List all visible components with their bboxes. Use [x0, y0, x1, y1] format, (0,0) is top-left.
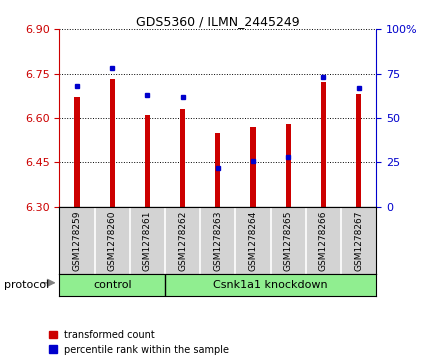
- Text: protocol: protocol: [4, 280, 50, 290]
- Text: GSM1278264: GSM1278264: [249, 210, 257, 271]
- Text: GSM1278266: GSM1278266: [319, 210, 328, 271]
- Text: GSM1278261: GSM1278261: [143, 210, 152, 271]
- Text: GSM1278260: GSM1278260: [108, 210, 117, 271]
- Bar: [356, 94, 361, 207]
- Bar: [145, 115, 150, 207]
- Text: control: control: [93, 280, 132, 290]
- Bar: [74, 97, 80, 207]
- Bar: [286, 124, 291, 207]
- Text: GSM1278265: GSM1278265: [284, 210, 293, 271]
- Title: GDS5360 / ILMN_2445249: GDS5360 / ILMN_2445249: [136, 15, 300, 28]
- Text: GSM1278263: GSM1278263: [213, 210, 222, 271]
- Bar: [180, 109, 185, 207]
- Text: Csnk1a1 knockdown: Csnk1a1 knockdown: [213, 280, 328, 290]
- Text: GSM1278267: GSM1278267: [354, 210, 363, 271]
- Text: GSM1278259: GSM1278259: [73, 210, 81, 271]
- Bar: [321, 82, 326, 207]
- Bar: [215, 133, 220, 207]
- Legend: transformed count, percentile rank within the sample: transformed count, percentile rank withi…: [49, 330, 229, 355]
- Bar: [110, 79, 115, 207]
- Bar: [250, 127, 256, 207]
- Text: GSM1278262: GSM1278262: [178, 210, 187, 271]
